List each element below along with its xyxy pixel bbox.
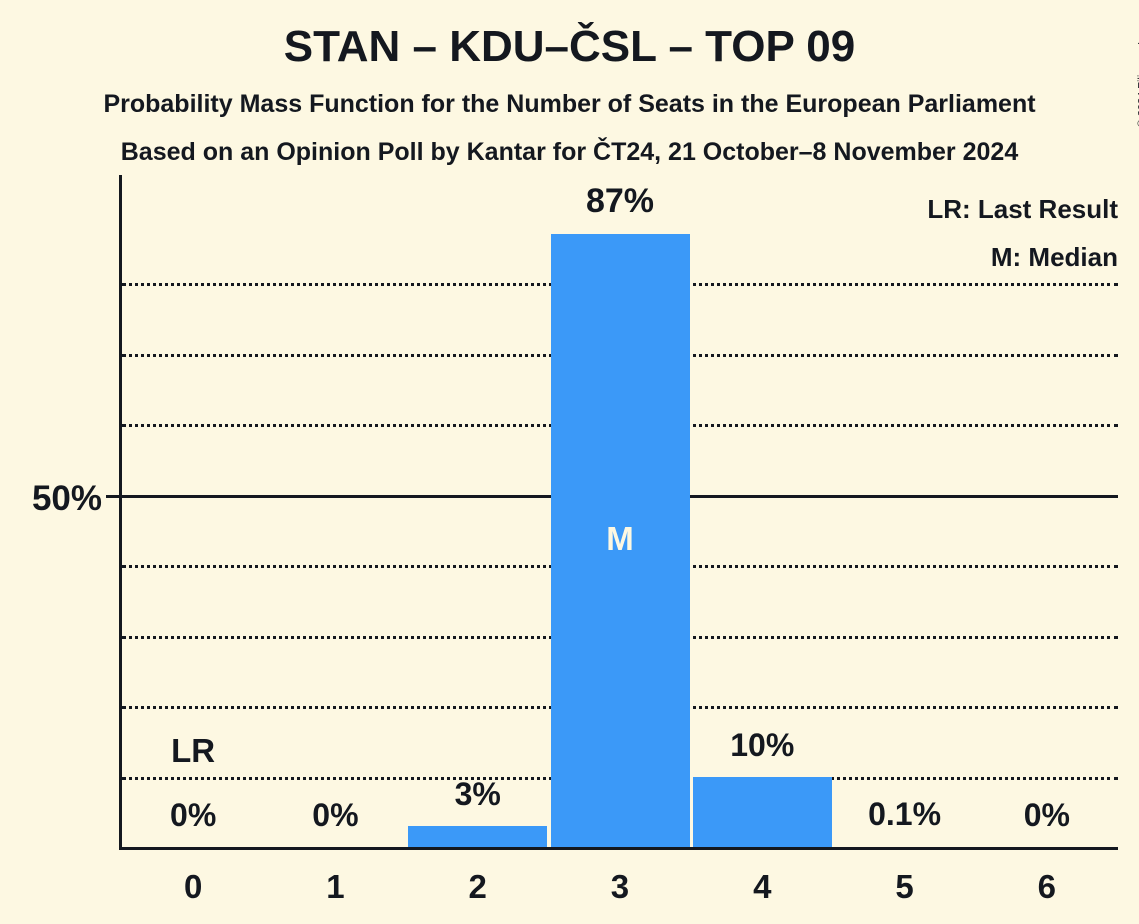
x-axis-label-3: 3 (610, 868, 630, 905)
value-label-seats-6: 0% (1023, 797, 1070, 833)
bar-seats-4 (692, 776, 832, 847)
chart-title: STAN – KDU–ČSL – TOP 09 (283, 22, 856, 71)
y-axis-tick-50 (106, 494, 122, 498)
value-label-seats-5: 0.1% (868, 796, 942, 833)
bar-seats-2 (408, 825, 548, 847)
value-label-seats-0: 0% (170, 797, 217, 833)
x-axis-label-2: 2 (468, 868, 487, 905)
legend-median: M: Median (990, 242, 1118, 272)
legend-last-result: LR: Last Result (927, 194, 1118, 224)
x-axis-label-4: 4 (753, 868, 772, 905)
y-axis-label-50: 50% (31, 479, 102, 518)
plot-area: 0% 0% 3% 87% 10% 0.1% 0% LR M (119, 175, 1118, 850)
last-result-marker: LR (171, 731, 216, 769)
bar-seats-3 (550, 233, 690, 847)
x-axis-label-1: 1 (326, 868, 345, 905)
chart-subtitle-1: Probability Mass Function for the Number… (103, 90, 1036, 118)
median-marker: M (606, 520, 634, 557)
x-axis-label-0: 0 (183, 868, 203, 905)
x-axis-label-5: 5 (895, 868, 914, 905)
value-label-seats-2: 3% (454, 775, 501, 812)
chart-subtitle-2: Based on an Opinion Poll by Kantar for Č… (120, 138, 1019, 166)
value-label-seats-4: 10% (730, 726, 795, 763)
x-axis-label-6: 6 (1037, 868, 1057, 905)
legend: LR: Last Result M: Median (927, 185, 1118, 281)
value-label-seats-1: 0% (312, 797, 359, 833)
value-label-seats-3: 87% (585, 181, 655, 220)
